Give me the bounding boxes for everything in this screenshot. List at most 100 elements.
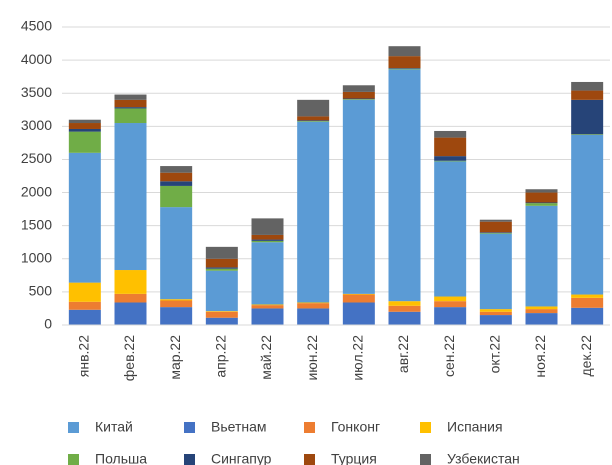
bar-segment — [525, 313, 558, 325]
bar-segment — [297, 116, 330, 121]
bar-segment — [68, 131, 101, 153]
bar-segment — [388, 311, 421, 325]
bar-segment — [68, 152, 101, 283]
bar-segment — [68, 301, 101, 310]
bar-segment — [434, 137, 467, 157]
bar-segment — [525, 202, 558, 204]
x-tick-label: апр.22 — [213, 335, 229, 378]
bar-segment — [525, 192, 558, 203]
y-tick-label: 2000 — [21, 183, 52, 199]
bar-segment — [297, 99, 330, 117]
bar-segment — [114, 270, 147, 294]
bar-segment — [68, 119, 101, 124]
y-tick-label: 3500 — [21, 84, 52, 100]
legend-label: Вьетнам — [211, 419, 267, 435]
bar-segment — [342, 98, 375, 100]
bar-segment — [205, 311, 238, 312]
legend-swatch — [68, 454, 79, 465]
y-tick-label: 1500 — [21, 216, 52, 232]
bar-segment — [160, 207, 193, 300]
bar-segment — [434, 130, 467, 138]
legend-swatch — [304, 422, 315, 433]
y-tick-label: 3000 — [21, 117, 52, 133]
bar-segment — [434, 156, 467, 161]
bar-segment — [205, 311, 238, 318]
y-tick-label: 4500 — [21, 18, 52, 34]
legend-label: Польша — [95, 451, 147, 465]
bar-segment — [160, 300, 193, 308]
bar-segment — [205, 270, 238, 312]
bar-segment — [342, 99, 375, 294]
bar-segment — [251, 218, 284, 235]
bar-segment — [525, 189, 558, 193]
bar-segment — [479, 233, 512, 310]
bar-segment — [479, 311, 512, 316]
bar-segment — [205, 258, 238, 268]
bar-segment — [388, 56, 421, 69]
y-tick-label: 4000 — [21, 51, 52, 67]
bar-segment — [68, 123, 101, 129]
bar-segment — [525, 203, 558, 206]
bar-segment — [388, 305, 421, 312]
x-tick-label: фев.22 — [121, 335, 137, 381]
legend-swatch — [420, 422, 431, 433]
x-tick-label: ноя.22 — [532, 335, 548, 378]
bar-segment — [205, 317, 238, 325]
bar-segment — [434, 160, 467, 162]
bar-segment — [525, 306, 558, 310]
legend-label: Узбекистан — [447, 451, 520, 465]
bar-segment — [251, 305, 284, 309]
bar-segment — [297, 120, 330, 122]
y-tick-label: 1000 — [21, 249, 52, 265]
legend-label: Испания — [447, 419, 503, 435]
bar-segment — [251, 304, 284, 306]
bar-segment — [160, 181, 193, 186]
bar-segment — [251, 240, 284, 243]
x-tick-label: июл.22 — [350, 335, 366, 381]
bar-segment — [571, 134, 604, 135]
x-tick-label: окт.22 — [487, 335, 503, 374]
bar-segment — [114, 94, 147, 100]
bar-segment — [205, 267, 238, 269]
legend-swatch — [304, 454, 315, 465]
bar-segment — [297, 121, 330, 303]
x-tick-label: авг.22 — [395, 335, 411, 373]
bar-segment — [342, 302, 375, 325]
y-tick-label: 0 — [44, 316, 52, 332]
legend-label: Турция — [331, 451, 377, 465]
bar-segment — [114, 99, 147, 108]
bar-segment — [342, 91, 375, 99]
bar-segment — [388, 68, 421, 70]
bar-segment — [251, 234, 284, 240]
bar-segment — [160, 299, 193, 301]
bar-segment — [525, 309, 558, 314]
y-tick-label: 2500 — [21, 150, 52, 166]
bar-segment — [479, 219, 512, 222]
x-tick-label: янв.22 — [76, 335, 92, 377]
bar-segment — [205, 246, 238, 259]
bar-segment — [342, 294, 375, 303]
bar-segment — [114, 293, 147, 303]
bar-segment — [571, 81, 604, 91]
bar-segment — [571, 297, 604, 308]
bar-segment — [571, 307, 604, 325]
legend-label: Сингапур — [211, 451, 272, 465]
bar-segment — [434, 301, 467, 308]
bar-segment — [479, 232, 512, 233]
bar-segment — [297, 121, 330, 122]
bar-segment — [342, 99, 375, 100]
bar-segment — [525, 205, 558, 307]
y-tick-label: 500 — [29, 283, 53, 299]
bar-segment — [571, 99, 604, 135]
bar-segment — [251, 239, 284, 241]
bar-segment — [251, 242, 284, 305]
bar-segment — [114, 123, 147, 271]
bar-segment — [68, 282, 101, 302]
bar-segment — [388, 69, 421, 302]
legend-swatch — [184, 454, 195, 465]
legend-swatch — [184, 422, 195, 433]
bar-segment — [297, 308, 330, 325]
bar-segment — [342, 293, 375, 295]
bar-segment — [388, 46, 421, 57]
